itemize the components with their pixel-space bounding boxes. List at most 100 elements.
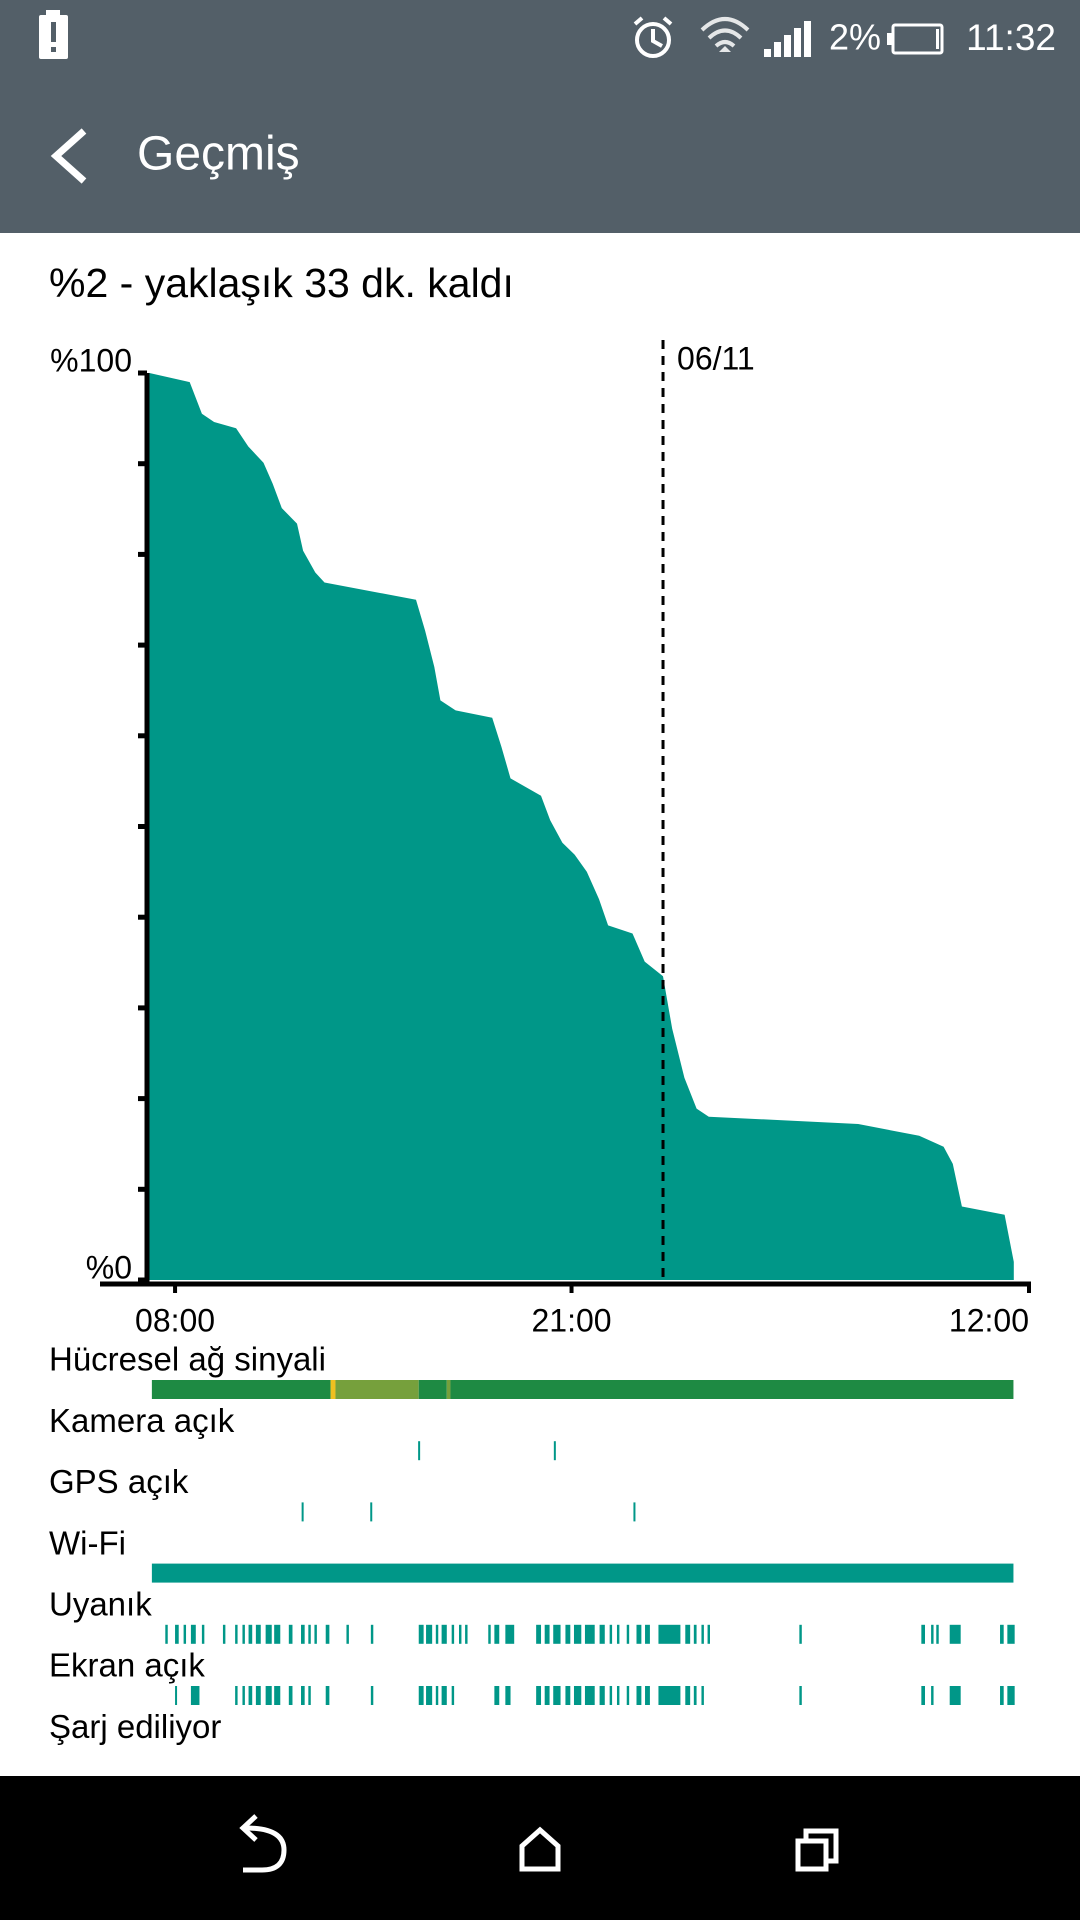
activity-interval: [636, 1686, 642, 1705]
activity-interval: [626, 1624, 630, 1644]
activity-interval: [658, 1624, 681, 1644]
activity-interval: [325, 1686, 330, 1705]
activity-label: Ekran açık: [49, 1647, 205, 1684]
activity-interval: [693, 1686, 697, 1705]
activity-interval: [633, 1502, 636, 1522]
activity-interval: [426, 1686, 433, 1705]
activity-interval: [799, 1624, 802, 1644]
activity-interval: [565, 1686, 571, 1705]
activity-label: Şarj ediliyor: [49, 1708, 221, 1745]
activity-interval: [609, 1624, 613, 1644]
activity-interval: [451, 1624, 455, 1644]
activity-interval: [921, 1624, 926, 1644]
activity-interval: [435, 1624, 439, 1644]
nav-home[interactable]: [519, 1826, 561, 1872]
activity-interval: [301, 1686, 305, 1705]
activity-interval: [536, 1624, 542, 1644]
activity-interval: [288, 1624, 293, 1644]
activity-interval: [488, 1624, 491, 1644]
activity-interval: [658, 1686, 681, 1705]
activity-interval: [701, 1624, 704, 1644]
activity-interval: [494, 1624, 500, 1644]
activity-label: Uyanık: [49, 1586, 152, 1623]
battery-chart: %0 %100 08:00 21:00 12:00 06/11: [50, 340, 1031, 1338]
x-tick-label: 08:00: [135, 1302, 215, 1338]
activity-interval: [536, 1686, 542, 1705]
activity-interval: [274, 1624, 281, 1644]
activity-interval: [435, 1686, 439, 1705]
activity-interval: [921, 1686, 926, 1705]
activity-interval: [553, 1686, 561, 1705]
activity-interval: [573, 1686, 582, 1705]
activity-interval: [248, 1686, 253, 1705]
activity-interval: [151, 1380, 331, 1399]
activity-interval: [314, 1624, 317, 1644]
activity-interval: [288, 1686, 293, 1705]
activity-interval: [418, 1441, 421, 1461]
clock: 11:32: [966, 17, 1056, 58]
back-button[interactable]: [50, 128, 87, 184]
activity-interval: [565, 1624, 571, 1644]
activity-interval: [544, 1686, 550, 1705]
activity-interval: [645, 1686, 650, 1705]
activity-interval: [1007, 1624, 1015, 1644]
activity-label: GPS açık: [49, 1463, 189, 1500]
activity-interval: [609, 1686, 613, 1705]
activity-interval: [544, 1624, 550, 1644]
activity-interval: [701, 1686, 704, 1705]
activity-interval: [175, 1686, 178, 1705]
activity-interval: [441, 1686, 447, 1705]
activity-label: Kamera açık: [49, 1402, 235, 1439]
activity-interval: [450, 1380, 1014, 1399]
activity-interval: [418, 1686, 424, 1705]
activity-interval: [505, 1624, 515, 1644]
alarm-icon: [633, 16, 673, 58]
activity-interval: [330, 1380, 336, 1399]
activity-interval: [248, 1624, 253, 1644]
activity-interval: [426, 1624, 433, 1644]
activity-interval: [265, 1624, 272, 1644]
activity-interval: [693, 1624, 697, 1644]
activity-interval: [301, 1624, 305, 1644]
activity-interval: [255, 1686, 261, 1705]
activity-interval: [636, 1624, 642, 1644]
activity-interval: [325, 1624, 330, 1644]
activity-interval: [451, 1686, 455, 1705]
activity-interval: [242, 1624, 245, 1644]
y-tick-label: %0: [86, 1249, 132, 1285]
activity-interval: [175, 1624, 179, 1644]
activity-interval: [301, 1502, 304, 1522]
activity-interval: [494, 1686, 500, 1705]
activity-interval: [446, 1380, 451, 1399]
activity-interval: [242, 1686, 245, 1705]
activity-interval: [553, 1624, 561, 1644]
activity-interval: [190, 1686, 200, 1705]
activity-interval: [418, 1380, 447, 1399]
activity-interval: [949, 1624, 961, 1644]
activity-interval: [165, 1624, 168, 1644]
wifi-icon: [700, 17, 750, 52]
activity-interval: [626, 1686, 630, 1705]
app-bar-background: [0, 0, 1080, 233]
activity-interval: [335, 1380, 419, 1399]
activity-interval: [190, 1624, 196, 1644]
activity-interval: [584, 1686, 595, 1705]
y-tick-label: %100: [50, 342, 132, 378]
x-tick-label: 12:00: [949, 1302, 1029, 1338]
activity-interval: [931, 1686, 934, 1705]
activity-interval: [183, 1624, 187, 1644]
activity-interval: [370, 1624, 374, 1644]
activity-interval: [707, 1624, 710, 1644]
battery-icon: [887, 23, 944, 55]
activity-interval: [645, 1624, 650, 1644]
activity-rows: Hücresel ağ sinyali Kamera açık GPS açık Wi…: [49, 1341, 1015, 1745]
signal-icon: [764, 21, 811, 57]
activity-interval: [265, 1686, 272, 1705]
activity-label: Wi-Fi: [49, 1524, 126, 1561]
activity-interval: [370, 1686, 374, 1705]
nav-back[interactable]: [239, 1814, 287, 1873]
nav-recents[interactable]: [795, 1828, 839, 1872]
battery-area: [149, 373, 1014, 1280]
date-marker-label: 06/11: [677, 340, 755, 376]
